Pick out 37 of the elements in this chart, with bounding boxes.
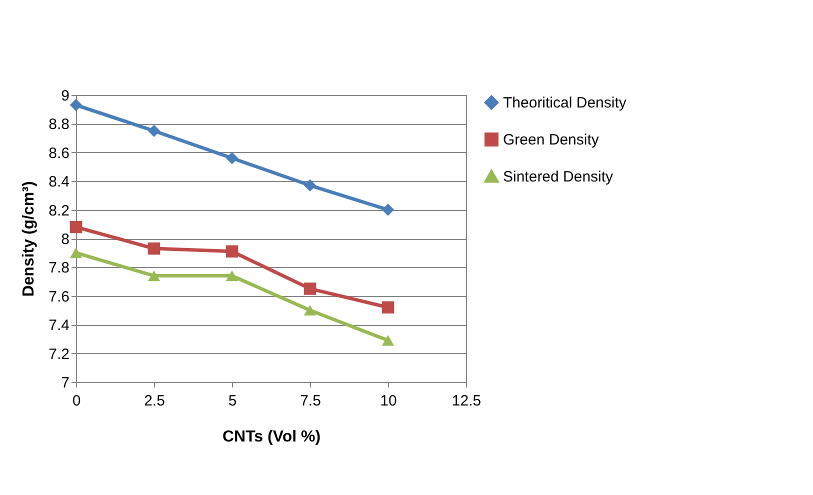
y-tick-label: 7.6 [48,288,70,306]
x-tick-label: 10 [380,392,397,410]
point [226,152,238,164]
point [226,245,238,258]
point [226,270,238,282]
point [382,204,394,216]
legend-label: Green Density [503,132,600,148]
point [148,270,160,282]
y-tick-label: 8 [61,231,70,248]
point [70,248,82,258]
x-tick-label: 7.5 [300,392,321,410]
point [304,179,316,192]
x-tick-label: 2.5 [144,392,165,410]
point [148,124,160,137]
y-axis-title: Density (g/cm³) [20,181,38,297]
point [70,220,82,234]
y-tick-label: 8.2 [48,202,70,220]
y-tick-label: 8.4 [48,174,70,191]
point [70,98,82,112]
x-tick-label: 0 [72,392,81,410]
point [304,282,316,295]
x-axis-title: CNTs (Vol %) [222,428,321,446]
point [148,242,160,255]
y-tick-label: 7.2 [48,346,70,363]
x-tick-label: 12.5 [452,392,482,410]
y-tick-label: 7 [61,374,70,392]
x-tick-label: 5 [228,392,237,410]
point [304,304,316,316]
y-tick-label: 8.6 [48,144,70,162]
legend-label: Theoritical Density [503,94,627,112]
point [382,335,394,346]
point [382,301,394,314]
y-tick-label: 8.8 [48,116,70,134]
legend-label: Sintered Density [503,168,614,186]
y-tick-label: 7.8 [48,260,70,277]
y-tick-label: 9 [61,88,70,104]
y-tick-label: 7.4 [48,317,70,334]
